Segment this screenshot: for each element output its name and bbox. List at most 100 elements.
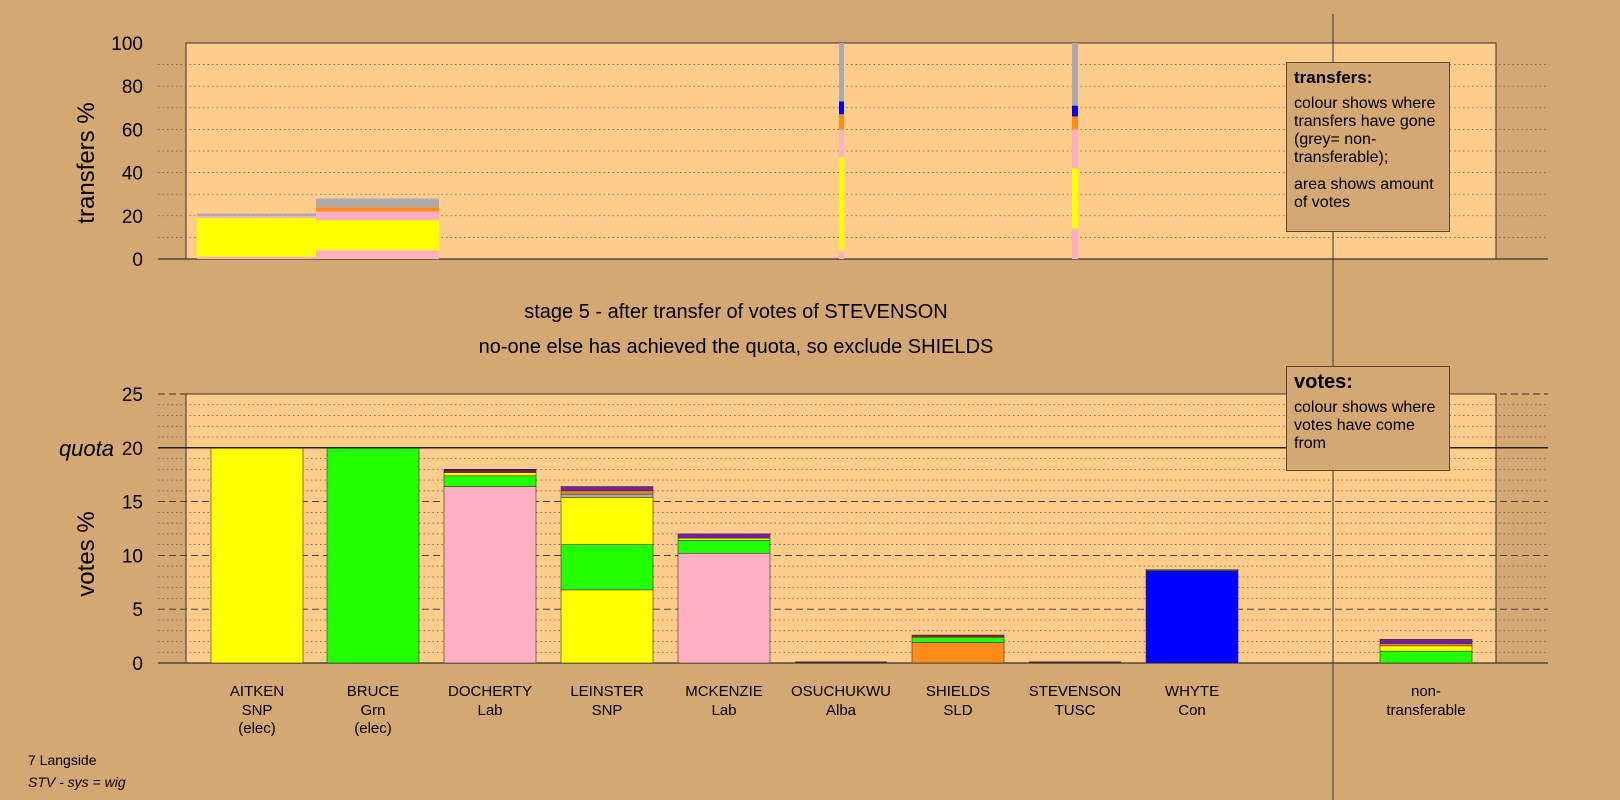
votes-bar-segment <box>443 470 537 473</box>
quota-label: quota <box>59 436 114 461</box>
candidate-party-label: Con <box>1178 702 1206 719</box>
transfers-legend-text-2: area shows amount of votes <box>1294 176 1434 211</box>
transfer-segment <box>1072 168 1078 229</box>
candidate-party-label: TUSC <box>1055 702 1096 719</box>
votes-y-axis-label: votes % <box>73 511 100 596</box>
candidate-name-label: SHIELDS <box>926 683 990 700</box>
transfer-segment <box>839 43 844 102</box>
transfer-segment <box>839 157 844 251</box>
votes-bar-segment <box>911 634 1005 638</box>
transfers-legend-title: transfers: <box>1294 68 1373 87</box>
transfer-segment <box>839 101 844 115</box>
votes-bar-segment <box>560 589 654 664</box>
transfer-segment <box>839 114 844 130</box>
candidate-name-label: MCKENZIE <box>685 683 763 700</box>
transfers-legend-text-1: colour shows where transfers have gone (… <box>1294 95 1436 166</box>
votes-bar-segment <box>677 552 771 664</box>
transfer-segment <box>316 207 439 212</box>
transfer-segment <box>197 215 316 218</box>
system-label: STV - sys = wig <box>28 774 126 790</box>
transfer-segment <box>1072 129 1078 169</box>
transfers-chart: 0 20 40 60 80 100 transfers % <box>73 34 1548 271</box>
candidate-name-label: non- <box>1411 683 1441 700</box>
candidate-party-label: Lab <box>477 702 502 719</box>
votes-bar-segment <box>443 469 537 471</box>
votes-bar-segment <box>1379 650 1473 664</box>
votes-legend-text: colour shows where votes have come from <box>1294 399 1436 452</box>
votes-bar-segment <box>911 636 1005 643</box>
stage-subtitle: no-one else has achieved the quota, so e… <box>479 336 994 358</box>
transfer-segment <box>316 211 439 221</box>
transfers-y-tick-label: 60 <box>122 120 143 141</box>
votes-bar-segment <box>1379 639 1473 644</box>
candidate-name-label: WHYTE <box>1165 683 1219 700</box>
votes-bar-segment <box>1379 643 1473 647</box>
transfer-segment <box>1072 228 1078 259</box>
votes-bar-segment <box>560 496 654 545</box>
votes-bar-segment <box>677 537 771 541</box>
candidate-name-label: DOCHERTY <box>448 683 532 700</box>
votes-bar-segment <box>326 447 420 664</box>
votes-bar-segment <box>443 472 537 477</box>
votes-y-tick-label: 5 <box>132 600 143 621</box>
transfer-segment <box>197 213 316 216</box>
transfer-segment <box>1072 116 1078 130</box>
votes-bar-segment <box>560 490 654 495</box>
votes-bar-segment <box>1379 645 1473 652</box>
candidate-name-label: OSUCHUKWU <box>791 683 891 700</box>
candidate-note-label: (elec) <box>238 720 276 737</box>
candidate-party-label: SLD <box>943 702 972 719</box>
votes-y-tick-label: 0 <box>132 654 143 675</box>
transfer-segment <box>1072 43 1078 106</box>
votes-bar-empty <box>795 661 887 663</box>
candidate-party-label: SNP <box>242 702 273 719</box>
candidate-party-label: Grn <box>360 702 385 719</box>
votes-bar-segment <box>560 486 654 492</box>
transfer-segment <box>316 220 439 251</box>
transfer-segment <box>316 198 439 208</box>
candidate-party-label: Alba <box>826 702 857 719</box>
transfer-segment <box>197 256 316 259</box>
votes-bar-segment <box>1145 569 1239 571</box>
transfers-y-tick-label: 20 <box>122 207 143 228</box>
transfers-legend: transfers: colour shows where transfers … <box>1286 62 1450 232</box>
votes-y-tick-label: 25 <box>122 385 143 406</box>
candidate-name-label: LEINSTER <box>570 683 644 700</box>
votes-y-tick-label: 10 <box>122 546 143 567</box>
transfer-segment <box>1072 105 1078 117</box>
votes-y-tick-label: 20 <box>122 439 143 460</box>
votes-bar-segment <box>443 486 537 664</box>
transfer-segment <box>197 217 316 257</box>
transfers-y-tick-label: 0 <box>132 250 143 271</box>
ward-label: 7 Langside <box>28 752 97 768</box>
candidate-name-label: BRUCE <box>347 683 400 700</box>
votes-bar-empty <box>1029 661 1121 663</box>
votes-bar-segment <box>677 533 771 539</box>
stage-title: stage 5 - after transfer of votes of STE… <box>524 301 948 323</box>
votes-legend: votes: colour shows where votes have com… <box>1286 366 1450 471</box>
transfer-segment <box>839 250 844 259</box>
candidate-party-label: Lab <box>711 702 736 719</box>
candidate-party-label: transferable <box>1386 702 1465 719</box>
votes-bar-segment <box>210 447 304 664</box>
votes-bar-segment <box>560 544 654 591</box>
votes-bar-segment <box>560 493 654 498</box>
candidate-note-label: (elec) <box>354 720 392 737</box>
votes-bar-segment <box>911 642 1005 664</box>
transfers-y-tick-label: 100 <box>111 34 143 55</box>
transfers-y-tick-label: 40 <box>122 164 143 185</box>
candidate-party-label: SNP <box>592 702 623 719</box>
votes-y-tick-label: 15 <box>122 493 143 514</box>
votes-legend-title: votes: <box>1294 371 1353 393</box>
candidate-name-label: STEVENSON <box>1029 683 1122 700</box>
votes-bar-segment <box>1145 570 1239 664</box>
transfer-segment <box>839 129 844 158</box>
transfers-y-tick-label: 80 <box>122 77 143 98</box>
transfers-y-axis-label: transfers % <box>73 102 100 223</box>
transfer-segment <box>316 250 439 259</box>
candidate-name-label: AITKEN <box>230 683 284 700</box>
votes-bar-segment <box>677 540 771 554</box>
votes-bar-segment <box>443 475 537 487</box>
